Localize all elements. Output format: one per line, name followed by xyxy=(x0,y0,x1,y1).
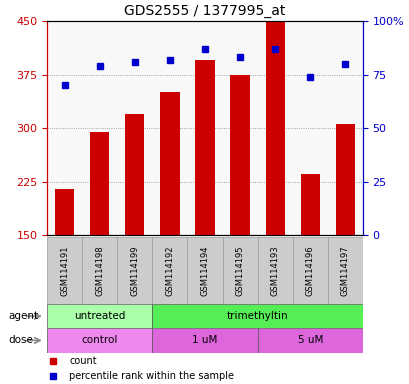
Text: 1 uM: 1 uM xyxy=(192,335,217,346)
Text: percentile rank within the sample: percentile rank within the sample xyxy=(69,371,234,381)
Bar xyxy=(47,328,152,353)
Bar xyxy=(152,328,257,353)
Text: GSM114195: GSM114195 xyxy=(235,245,244,296)
Text: GSM114197: GSM114197 xyxy=(340,245,349,296)
Text: GDS2555 / 1377995_at: GDS2555 / 1377995_at xyxy=(124,4,285,18)
Bar xyxy=(152,237,187,304)
Text: GSM114193: GSM114193 xyxy=(270,245,279,296)
Bar xyxy=(160,93,179,235)
Text: GSM114198: GSM114198 xyxy=(95,245,104,296)
Text: 5 uM: 5 uM xyxy=(297,335,322,346)
Text: GSM114196: GSM114196 xyxy=(305,245,314,296)
Text: GSM114191: GSM114191 xyxy=(60,245,69,296)
Bar xyxy=(230,74,249,235)
Bar xyxy=(292,237,327,304)
Bar xyxy=(152,304,362,328)
Text: count: count xyxy=(69,356,97,366)
Text: GSM114192: GSM114192 xyxy=(165,245,174,296)
Bar xyxy=(90,132,109,235)
Bar xyxy=(187,237,222,304)
Bar xyxy=(257,328,362,353)
Text: dose: dose xyxy=(9,335,33,346)
Bar xyxy=(335,124,354,235)
Bar xyxy=(117,237,152,304)
Bar xyxy=(222,237,257,304)
Bar xyxy=(265,21,284,235)
Text: control: control xyxy=(81,335,118,346)
Bar xyxy=(125,114,144,235)
Bar xyxy=(300,174,319,235)
Text: untreated: untreated xyxy=(74,311,125,321)
Text: agent: agent xyxy=(9,311,38,321)
Bar xyxy=(55,189,74,235)
Bar xyxy=(195,60,214,235)
Bar xyxy=(82,237,117,304)
Text: trimethyltin: trimethyltin xyxy=(226,311,288,321)
Bar xyxy=(257,237,292,304)
Bar xyxy=(47,237,82,304)
Bar xyxy=(47,304,152,328)
Text: GSM114194: GSM114194 xyxy=(200,245,209,296)
Text: GSM114199: GSM114199 xyxy=(130,245,139,296)
Bar xyxy=(327,237,362,304)
